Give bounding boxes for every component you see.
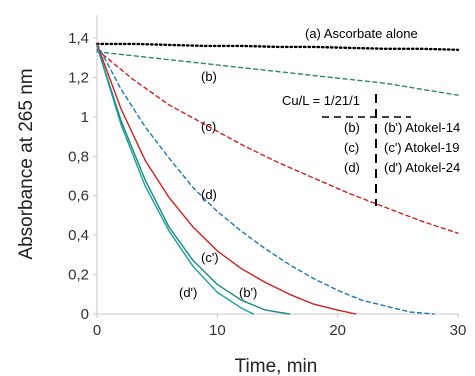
ticks: 0 0,2 0,4 0,6 0,8 1 1,2 1,4 0 10 20 30 [68, 30, 466, 339]
x-axis-title: Time, min [235, 356, 318, 376]
y-axis-title: Absorbance at 265 nm [16, 68, 37, 259]
legend-row-1-right: (b') Atokel-14 [384, 120, 460, 135]
series-label-5: (b') [239, 285, 257, 300]
legend-title: Cu/L = 1/21/1 [282, 93, 360, 108]
series-line-1 [96, 51, 459, 96]
series-labels: (a) Ascorbate alone (b) (c) (d) (c') (b') (d') [179, 26, 418, 300]
y-tick-label: 1,4 [68, 30, 89, 47]
series-label-0: (a) Ascorbate alone [305, 26, 418, 41]
series-line-2 [96, 49, 459, 234]
legend-row-3-left: (d) [344, 160, 360, 175]
series-line-4 [96, 43, 357, 315]
series-label-2: (c) [201, 119, 216, 134]
series-label-3: (d) [201, 187, 217, 202]
legend-row-2-left: (c) [344, 140, 359, 155]
x-tick-label: 0 [93, 322, 101, 339]
series-line-6 [96, 45, 255, 315]
y-tick-label: 0,4 [68, 227, 89, 244]
series-label-1: (b) [201, 69, 217, 84]
y-tick-label: 0,8 [68, 148, 89, 165]
series-line-0 [95, 42, 460, 51]
x-tick-label: 20 [329, 322, 346, 339]
series-line-3 [96, 43, 435, 315]
series-layer [95, 42, 460, 315]
x-tick-label: 30 [450, 322, 467, 339]
legend-row-1-left: (b) [344, 120, 360, 135]
series-label-4: (c') [201, 250, 219, 265]
y-tick-label: 0,2 [68, 267, 89, 284]
series-line-5 [96, 45, 291, 315]
series-label-6: (d') [179, 285, 197, 300]
y-tick-label: 0,6 [68, 188, 89, 205]
legend-row-3-right: (d') Atokel-24 [384, 160, 460, 175]
y-tick-label: 1,2 [68, 69, 89, 86]
legend-row-2-right: (c') Atokel-19 [384, 140, 459, 155]
y-tick-label: 1 [81, 109, 89, 126]
x-tick-label: 10 [209, 322, 226, 339]
y-tick-label: 0 [81, 306, 89, 323]
legend-box: Cu/L = 1/21/1 (b) (b') Atokel-14 (c) (c'… [282, 93, 460, 206]
axes [96, 15, 458, 315]
